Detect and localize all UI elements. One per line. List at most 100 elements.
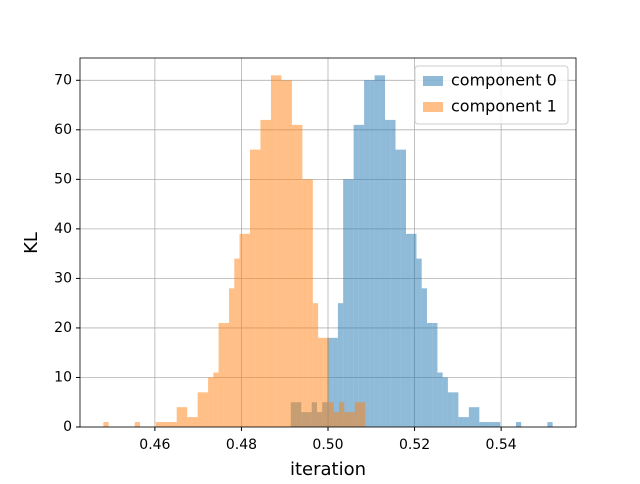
bar [213, 372, 219, 427]
bar [286, 80, 292, 428]
bar [229, 288, 235, 427]
bar [337, 303, 344, 427]
bar [479, 422, 485, 427]
legend-label: component 0 [451, 71, 557, 90]
bar [395, 149, 401, 428]
bar [453, 392, 459, 427]
y-tick-label: 0 [63, 419, 72, 435]
bar [307, 179, 313, 427]
bar [353, 124, 359, 427]
y-tick-label: 50 [54, 171, 72, 187]
bar [400, 149, 406, 428]
bar [515, 422, 522, 427]
x-tick-label: 0.46 [139, 437, 170, 453]
bar [155, 422, 161, 427]
bar [437, 372, 443, 427]
legend-swatch [423, 102, 443, 112]
bar [432, 322, 438, 427]
bar [359, 402, 366, 427]
bar [463, 417, 469, 427]
bar [187, 417, 193, 427]
bar [421, 288, 427, 427]
bar [312, 303, 319, 427]
bar [302, 179, 308, 427]
bar [468, 407, 475, 427]
bar [202, 392, 209, 427]
y-tick-label: 10 [54, 369, 72, 385]
bar [374, 75, 380, 427]
bar [447, 392, 454, 427]
bar [250, 149, 256, 428]
y-tick-label: 40 [54, 221, 72, 237]
bar [270, 75, 277, 427]
bar [234, 258, 240, 427]
bar [318, 337, 324, 427]
bar [223, 322, 230, 427]
bar [484, 422, 490, 427]
bar [181, 407, 188, 427]
bar [134, 422, 141, 427]
bar [364, 80, 370, 428]
bar [239, 233, 245, 427]
bar [474, 407, 480, 427]
x-tick-label: 0.54 [486, 437, 517, 453]
bar [281, 80, 287, 428]
legend-box [414, 65, 569, 125]
bar [255, 149, 261, 428]
x-tick-label: 0.50 [312, 437, 343, 453]
bar [547, 422, 553, 427]
x-tick-label: 0.52 [399, 437, 430, 453]
bar [495, 422, 501, 427]
y-tick-label: 20 [54, 320, 72, 336]
bar [379, 75, 386, 427]
bar [416, 258, 422, 427]
bar [160, 422, 167, 427]
bar [442, 377, 448, 427]
bar [348, 179, 354, 427]
bar [390, 119, 396, 427]
bar [328, 402, 334, 427]
legend-label: component 1 [451, 97, 557, 116]
bar [458, 417, 464, 427]
bar [192, 417, 198, 427]
bar [171, 422, 177, 427]
bar [327, 337, 333, 427]
bar [323, 337, 329, 427]
y-axis-label: KL [21, 232, 42, 254]
bar [260, 119, 266, 427]
bar [197, 392, 203, 427]
bar [349, 412, 355, 427]
bar [385, 119, 391, 427]
bar [339, 402, 345, 427]
bar [166, 422, 172, 427]
bar [176, 407, 182, 427]
bar [344, 412, 350, 427]
bar [426, 322, 433, 427]
y-tick-label: 30 [54, 270, 72, 286]
x-axis-label: iteration [290, 459, 366, 480]
y-tick-label: 60 [54, 122, 72, 138]
bar [405, 233, 412, 427]
bar [208, 377, 214, 427]
bar [276, 75, 282, 427]
bar [291, 124, 298, 427]
bar [354, 402, 360, 427]
bar [218, 322, 224, 427]
bar [489, 422, 496, 427]
legend-swatch [423, 76, 443, 86]
bar [369, 80, 375, 428]
bar [297, 124, 303, 427]
bar [244, 233, 251, 427]
bar [411, 233, 417, 427]
bar [332, 337, 338, 427]
plot-frame [79, 57, 577, 428]
bar [358, 124, 365, 427]
bar [333, 412, 340, 427]
y-tick-label: 70 [54, 72, 72, 88]
bar [343, 179, 349, 427]
bar [265, 119, 271, 427]
bar [103, 422, 109, 427]
x-tick-label: 0.48 [226, 437, 257, 453]
